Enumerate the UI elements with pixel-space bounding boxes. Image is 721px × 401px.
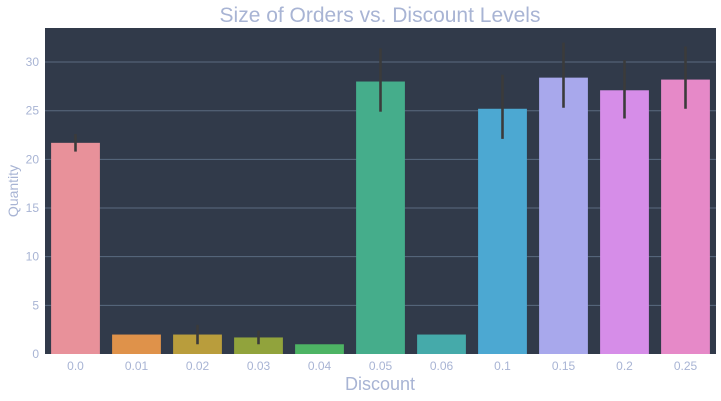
x-tick-label: 0.2 [616, 359, 633, 373]
bar-0.06 [417, 334, 466, 354]
bar-0.1 [478, 108, 527, 355]
x-axis-ticks: 0.0 0.01 0.02 0.03 0.04 0.05 0.06 0.1 0.15 0.2 0.2… [67, 359, 697, 373]
bar-0.2 [600, 90, 649, 355]
y-tick-label: 10 [26, 250, 40, 264]
y-tick-label: 20 [26, 152, 40, 166]
y-tick-label: 30 [26, 55, 40, 69]
bar-0.25 [661, 79, 710, 355]
chart-title: Size of Orders vs. Discount Levels [220, 4, 541, 27]
y-axis-label: Quantity [5, 165, 21, 217]
x-axis-label: Discount [345, 374, 415, 394]
y-tick-label: 15 [26, 201, 40, 215]
x-tick-label: 0.03 [247, 359, 271, 373]
y-axis-ticks: 0 5 10 15 20 25 30 [26, 55, 40, 361]
x-tick-label: 0.25 [674, 359, 698, 373]
bar-0.05 [356, 81, 405, 354]
bar-0.01 [112, 334, 161, 354]
y-tick-label: 0 [32, 347, 39, 361]
x-tick-label: 0.15 [552, 359, 576, 373]
x-tick-label: 0.01 [125, 359, 149, 373]
x-tick-label: 0.02 [186, 359, 210, 373]
bar-0.0 [51, 142, 100, 354]
y-tick-label: 25 [26, 104, 40, 118]
x-tick-label: 0.06 [430, 359, 454, 373]
x-tick-label: 0.1 [494, 359, 511, 373]
x-tick-label: 0.0 [67, 359, 84, 373]
bar-0.15 [539, 77, 588, 354]
bar-0.03 [234, 337, 283, 354]
error-bars [74, 42, 687, 345]
x-tick-label: 0.05 [369, 359, 393, 373]
bars [51, 77, 710, 355]
bar-0.02 [173, 334, 222, 354]
y-tick-label: 5 [32, 298, 39, 312]
x-tick-label: 0.04 [308, 359, 332, 373]
bar-0.04 [295, 344, 344, 354]
